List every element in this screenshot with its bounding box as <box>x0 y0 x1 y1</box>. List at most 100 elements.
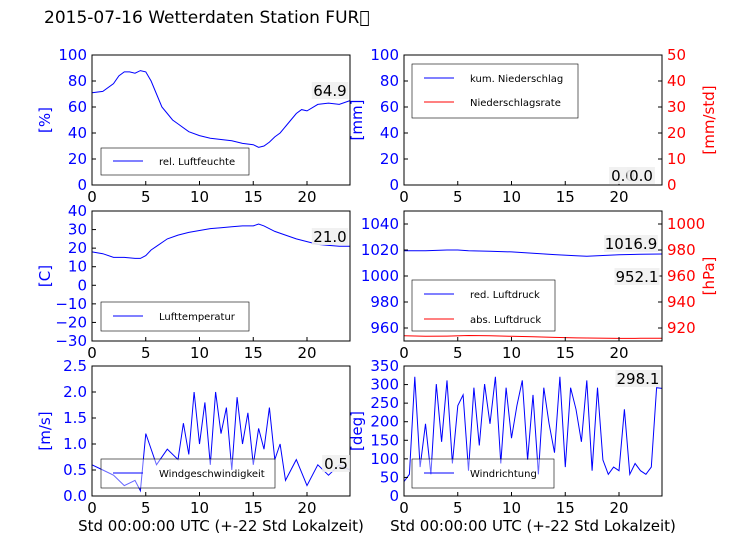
y-tick-label-right: 20 <box>667 124 686 142</box>
series-line-wind_direction-0 <box>403 376 663 482</box>
y-tick-label-right: 40 <box>667 72 686 90</box>
y-tick-label: −10 <box>55 295 87 313</box>
x-tick-label: 15 <box>556 499 575 517</box>
y-axis-label: [deg] <box>348 411 366 451</box>
y-tick-label-right: 960 <box>667 267 696 285</box>
y-tick-label: 10 <box>68 258 87 276</box>
legend-label: Windrichtung <box>470 469 537 480</box>
x-tick-label: 5 <box>141 344 151 362</box>
y-tick-label: 0 <box>77 276 87 294</box>
y-tick-label: 350 <box>370 357 399 375</box>
x-tick-label: 5 <box>141 499 151 517</box>
legend-label: red. Luftdruck <box>470 290 540 301</box>
y-axis-label: [%] <box>36 107 54 133</box>
series-line-pressure-1 <box>403 334 662 339</box>
value-label: 0.5 <box>324 455 348 473</box>
x-tick-label: 0 <box>87 344 97 362</box>
y-tick-label: 100 <box>58 46 87 64</box>
y-tick-label-right: 10 <box>667 150 686 168</box>
value-label-box <box>604 235 658 252</box>
x-axis-label: Std 00:00:00 UTC (+-22 Std Lokalzeit) <box>78 517 364 535</box>
x-tick-label: 0 <box>87 188 97 206</box>
y-axis-label: [mm] <box>348 100 366 141</box>
y-tick-label-right: 980 <box>667 241 696 259</box>
x-tick-label: 0 <box>399 344 409 362</box>
x-tick-label: 15 <box>556 344 575 362</box>
value-label-box <box>322 455 350 472</box>
y-tick-label: 60 <box>380 98 399 116</box>
legend-label: Windgeschwindigkeit <box>159 469 265 480</box>
value-label-box <box>311 228 349 245</box>
panel-humidity: 0 5 10 15 20 0 20 40 60 80 100 [%] rel. Luftfeuchte 6… <box>36 46 351 206</box>
chart-title: 2015-07-16 Wetterdaten Station FUR  <box>44 8 370 28</box>
series-line-wind_speed-0 <box>91 391 351 493</box>
x-tick-label: 20 <box>609 499 628 517</box>
y-tick-label: 2.5 <box>63 357 87 375</box>
y-tick-label: 40 <box>68 124 87 142</box>
y-tick-label: 1020 <box>361 241 399 259</box>
y-tick-label-right: 0 <box>667 176 677 194</box>
y-tick-label: 960 <box>370 319 399 337</box>
x-tick-label: 20 <box>609 188 628 206</box>
value-label: 298.1 <box>617 370 660 388</box>
x-tick-label: 5 <box>453 188 463 206</box>
x-tick-label: 20 <box>297 188 316 206</box>
y-tick-label: 0 <box>389 487 399 505</box>
x-tick-label: 10 <box>190 499 209 517</box>
plot-frame <box>91 365 351 497</box>
x-tick-label: 10 <box>502 499 521 517</box>
y-tick-label: 150 <box>370 431 399 449</box>
y-tick-label: 20 <box>68 239 87 257</box>
y-tick-label: 1.0 <box>63 435 87 453</box>
legend-label: abs. Luftdruck <box>470 315 541 326</box>
y-axis-label-right: [hPa] <box>700 257 718 296</box>
series-line-temperature-0 <box>91 223 350 259</box>
y-axis-label-right: [mm/std] <box>700 85 718 154</box>
panel-temperature: 0 5 10 15 20−30−20−10010203040[C]Lufttempera… <box>36 202 351 362</box>
y-tick-label-right: 920 <box>667 319 696 337</box>
panel-pressure: 0 5 10 15 20 960 980 1000 1020 1040 920 940 960 980 10… <box>361 210 718 362</box>
x-tick-label: 5 <box>141 188 151 206</box>
value-label-box <box>311 82 349 99</box>
y-axis-label: [C] <box>36 265 54 287</box>
y-tick-label: 0 <box>77 176 87 194</box>
y-tick-label: 100 <box>370 450 399 468</box>
y-tick-label: 80 <box>380 72 399 90</box>
legend-label: Lufttemperatur <box>159 312 236 323</box>
value-label: 1016.9 <box>605 235 658 253</box>
y-tick-label: 1000 <box>361 267 399 285</box>
y-tick-label: 250 <box>370 394 399 412</box>
legend-label: rel. Luftfeuchte <box>159 157 235 168</box>
y-tick-label: −30 <box>55 332 87 350</box>
y-tick-label: 40 <box>68 202 87 220</box>
value-label: 21.0 <box>313 228 346 246</box>
plot-frame <box>403 54 663 186</box>
x-tick-label: 20 <box>297 499 316 517</box>
y-axis-label: [m/s] <box>36 411 54 450</box>
x-axis-label: Std 00:00:00 UTC (+-22 Std Lokalzeit) <box>390 517 676 535</box>
x-tick-label: 20 <box>609 344 628 362</box>
y-tick-label-right: 1000 <box>667 215 705 233</box>
series-line-pressure-0 <box>404 249 663 257</box>
value-label: 952.1 <box>616 268 659 286</box>
value-label-box <box>627 167 655 184</box>
y-tick-label: 1.5 <box>63 409 87 427</box>
plot-frame <box>403 365 663 497</box>
y-tick-label: 300 <box>370 376 399 394</box>
y-tick-label: 40 <box>380 124 399 142</box>
y-tick-label: 980 <box>370 293 399 311</box>
plot-frame <box>91 54 351 186</box>
legend-box <box>411 63 579 119</box>
x-tick-label: 10 <box>502 344 521 362</box>
series-line-humidity-0 <box>91 70 351 148</box>
x-tick-label: 5 <box>453 499 463 517</box>
x-tick-label: 0 <box>87 499 97 517</box>
y-tick-label: 0.0 <box>63 487 87 505</box>
y-tick-label: 20 <box>380 150 399 168</box>
y-tick-label: 1040 <box>361 215 399 233</box>
x-tick-label: 0 <box>399 499 409 517</box>
y-tick-label: 20 <box>68 150 87 168</box>
x-tick-label: 10 <box>190 188 209 206</box>
